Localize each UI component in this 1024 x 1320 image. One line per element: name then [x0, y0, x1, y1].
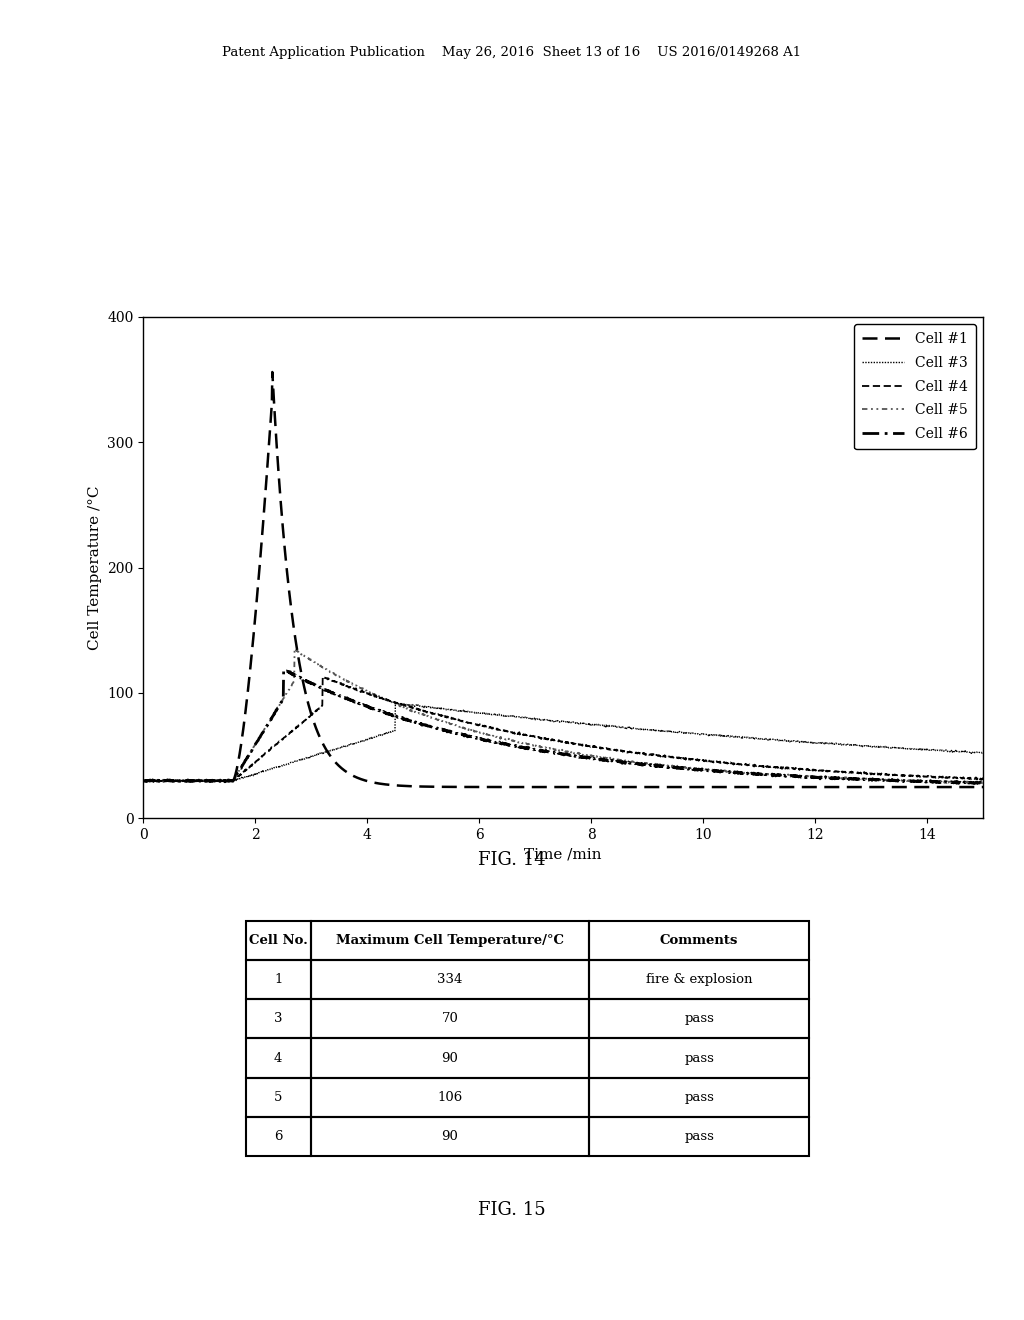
Cell #1 [953, 779, 966, 795]
Bar [310, 921, 590, 960]
Cell #3 [953, 744, 966, 760]
Text: pass: pass [684, 1130, 714, 1143]
Text: 1: 1 [274, 973, 283, 986]
Cell #4 [180, 772, 193, 788]
Cell #1 [799, 779, 811, 795]
Bar [310, 1039, 590, 1077]
Bar [590, 960, 809, 999]
Cell #4 [799, 762, 811, 777]
Bar [310, 960, 590, 999]
Y-axis label: Cell Temperature /°C: Cell Temperature /°C [88, 486, 101, 649]
Text: 5: 5 [274, 1090, 283, 1104]
Text: FIG. 14: FIG. 14 [478, 851, 546, 870]
Text: 4: 4 [274, 1052, 283, 1064]
Cell #1 [266, 364, 279, 380]
Cell #6 [278, 661, 290, 677]
Cell #3 [180, 774, 193, 789]
Text: pass: pass [684, 1090, 714, 1104]
Text: 106: 106 [437, 1090, 463, 1104]
Cell #4 [547, 731, 559, 747]
Cell #4 [953, 771, 966, 787]
Text: Comments: Comments [659, 935, 738, 946]
Line: Cell #1: Cell #1 [143, 372, 983, 787]
Cell #5 [977, 775, 989, 791]
Text: 90: 90 [441, 1052, 459, 1064]
Legend: Cell #1, Cell #3, Cell #4, Cell #5, Cell #6: Cell #1, Cell #3, Cell #4, Cell #5, Cell… [854, 323, 976, 449]
Bar [246, 1039, 310, 1077]
Text: Cell No.: Cell No. [249, 935, 307, 946]
Cell #6 [952, 775, 965, 791]
Cell #6 [977, 775, 989, 791]
Bar [590, 921, 809, 960]
Cell #6 [137, 774, 150, 789]
Line: Cell #5: Cell #5 [143, 649, 983, 783]
Line: Cell #4: Cell #4 [143, 677, 983, 781]
Text: pass: pass [684, 1052, 714, 1064]
Text: Maximum Cell Temperature/°C: Maximum Cell Temperature/°C [336, 935, 564, 946]
Cell #4 [977, 771, 989, 787]
Text: FIG. 15: FIG. 15 [478, 1201, 546, 1220]
Text: pass: pass [684, 1012, 714, 1026]
Cell #5 [966, 775, 978, 791]
Cell #3 [168, 774, 180, 789]
Cell #6 [799, 770, 811, 785]
Bar [310, 1077, 590, 1117]
Text: 3: 3 [273, 1012, 283, 1026]
Bar [310, 999, 590, 1039]
Cell #4 [317, 669, 330, 685]
Cell #5 [953, 774, 966, 789]
Cell #5 [137, 774, 150, 789]
Cell #5 [546, 742, 558, 758]
Text: fire & explosion: fire & explosion [646, 973, 753, 986]
Cell #5 [799, 770, 811, 785]
Cell #6 [969, 776, 981, 792]
Cell #5 [523, 737, 536, 752]
Cell #3 [953, 743, 966, 759]
Bar [590, 1077, 809, 1117]
Cell #5 [289, 642, 301, 657]
Cell #4 [147, 774, 160, 789]
Cell #4 [953, 771, 966, 787]
Cell #3 [799, 735, 811, 751]
Cell #1 [546, 779, 558, 795]
Cell #3 [977, 746, 989, 762]
Cell #1 [977, 779, 989, 795]
Bar [246, 1077, 310, 1117]
X-axis label: Time /min: Time /min [524, 847, 602, 862]
Bar [590, 1039, 809, 1077]
Cell #6 [523, 741, 536, 756]
Cell #1 [137, 772, 150, 788]
Cell #1 [180, 772, 193, 788]
Text: 90: 90 [441, 1130, 459, 1143]
Cell #4 [524, 727, 537, 743]
Cell #3 [391, 694, 403, 710]
Cell #3 [524, 711, 537, 727]
Bar [246, 921, 310, 960]
Bar [310, 1117, 590, 1156]
Text: 6: 6 [273, 1130, 283, 1143]
Bar [246, 960, 310, 999]
Bar [590, 1117, 809, 1156]
Cell #1 [952, 779, 965, 795]
Text: Patent Application Publication    May 26, 2016  Sheet 13 of 16    US 2016/014926: Patent Application Publication May 26, 2… [222, 46, 802, 59]
Line: Cell #3: Cell #3 [143, 702, 983, 781]
Bar [246, 999, 310, 1039]
Cell #6 [180, 774, 193, 789]
Text: 70: 70 [441, 1012, 459, 1026]
Cell #6 [546, 744, 558, 760]
Line: Cell #6: Cell #6 [143, 669, 983, 784]
Cell #5 [180, 772, 193, 788]
Cell #4 [137, 774, 150, 789]
Cell #5 [952, 774, 965, 789]
Bar [246, 1117, 310, 1156]
Cell #3 [547, 713, 559, 729]
Bar [590, 999, 809, 1039]
Cell #3 [137, 772, 150, 788]
Text: 334: 334 [437, 973, 463, 986]
Cell #1 [523, 779, 536, 795]
Cell #6 [953, 775, 966, 791]
